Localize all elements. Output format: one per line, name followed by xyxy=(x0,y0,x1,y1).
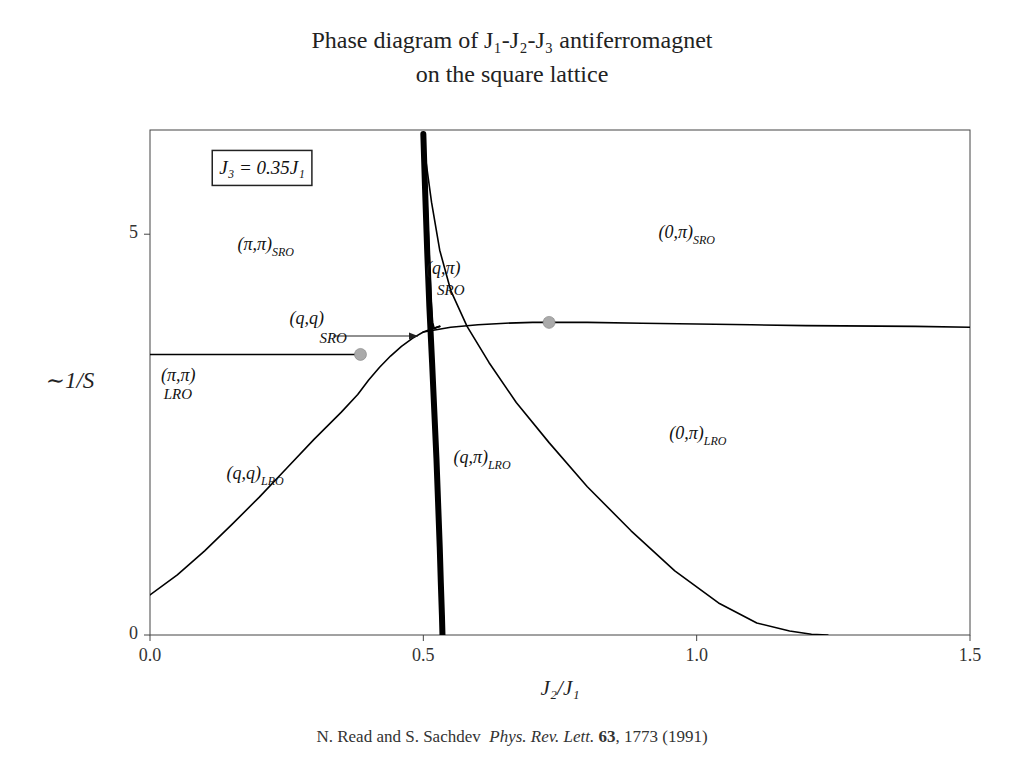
x-axis-label: J₂/J₁ xyxy=(540,676,579,700)
phase-label-text: SRO xyxy=(437,282,465,298)
phase-label-subscript: LRO xyxy=(260,473,284,487)
phase-boundary xyxy=(423,134,828,635)
phase-label-text: (q,π) xyxy=(453,447,488,468)
title: Phase diagram of J₁-J₂-J₃ antiferromagne… xyxy=(312,27,713,53)
x-tick xyxy=(150,635,151,641)
point xyxy=(354,348,366,360)
box-label-text: J₃ = 0.35J₁ xyxy=(219,157,305,178)
plot-frame xyxy=(150,130,970,635)
phase-label: (0,π)SRO xyxy=(658,222,715,247)
phase-label-text: (q,π) xyxy=(426,258,461,279)
phase-label-text: (q,q) xyxy=(227,463,261,484)
phase-label: SRO xyxy=(319,330,347,346)
phase-label: LRO xyxy=(163,387,193,403)
plot-marks xyxy=(150,134,970,635)
phase-boundary xyxy=(150,326,440,595)
y-axis-label: ∼1/S xyxy=(46,368,95,393)
x-tick-label: 1.0 xyxy=(685,645,708,665)
phase-boundary xyxy=(150,354,360,356)
y-tick-label: 5 xyxy=(129,222,138,242)
phase-label: (π,π)SRO xyxy=(237,234,294,259)
phase-label-text: (π,π) xyxy=(237,234,272,255)
phase-label-text: SRO xyxy=(319,330,347,346)
point xyxy=(543,316,555,328)
phase-boundary xyxy=(423,322,970,332)
phase-label-text: (0,π) xyxy=(669,423,704,444)
citation-part: Phys. Rev. Lett. xyxy=(488,727,594,746)
x-tick xyxy=(970,635,971,641)
box-label: J₃ = 0.35J₁ xyxy=(212,150,312,185)
x-tick xyxy=(423,635,424,641)
phase-label: (π,π) xyxy=(161,365,196,386)
citation-part: , 1773 (1991) xyxy=(615,727,707,746)
phase-label: (q,π)LRO xyxy=(453,447,511,472)
phase-label: (q,q)LRO xyxy=(227,463,285,488)
y-tick xyxy=(144,234,150,235)
phase-label-text: (π,π) xyxy=(161,365,196,386)
phase-label: (q,π) xyxy=(426,258,461,279)
phase-label-text: LRO xyxy=(163,387,193,403)
phase-label: (q,q) xyxy=(289,308,324,329)
x-tick-label: 1.5 xyxy=(959,645,982,665)
citation-part: 63 xyxy=(594,727,615,746)
chart: Phase diagram of J₁-J₂-J₃ antiferromagne… xyxy=(0,0,1024,768)
phase-label-text: (q,q) xyxy=(289,308,324,329)
x-tick-label: 0.5 xyxy=(412,645,435,665)
phase-label-text: (0,π) xyxy=(658,222,693,243)
citation: N. Read and S. Sachdev Phys. Rev. Lett. … xyxy=(316,727,707,746)
phase-label-subscript: LRO xyxy=(703,433,727,447)
citation-part: N. Read and S. Sachdev xyxy=(316,727,489,746)
x-tick xyxy=(696,635,697,641)
phase-label-subscript: SRO xyxy=(693,233,715,247)
phase-label-subscript: LRO xyxy=(487,457,511,471)
y-tick xyxy=(144,635,150,636)
x-tick-label: 0.0 xyxy=(139,645,162,665)
box-label-frame xyxy=(212,150,312,185)
phase-label-subscript: SRO xyxy=(272,245,294,259)
phase-label: (0,π)LRO xyxy=(669,423,727,448)
y-tick-label: 0 xyxy=(129,623,138,643)
phase-boundary xyxy=(423,134,442,635)
phase-label: SRO xyxy=(437,282,465,298)
subtitle: on the square lattice xyxy=(416,61,609,87)
